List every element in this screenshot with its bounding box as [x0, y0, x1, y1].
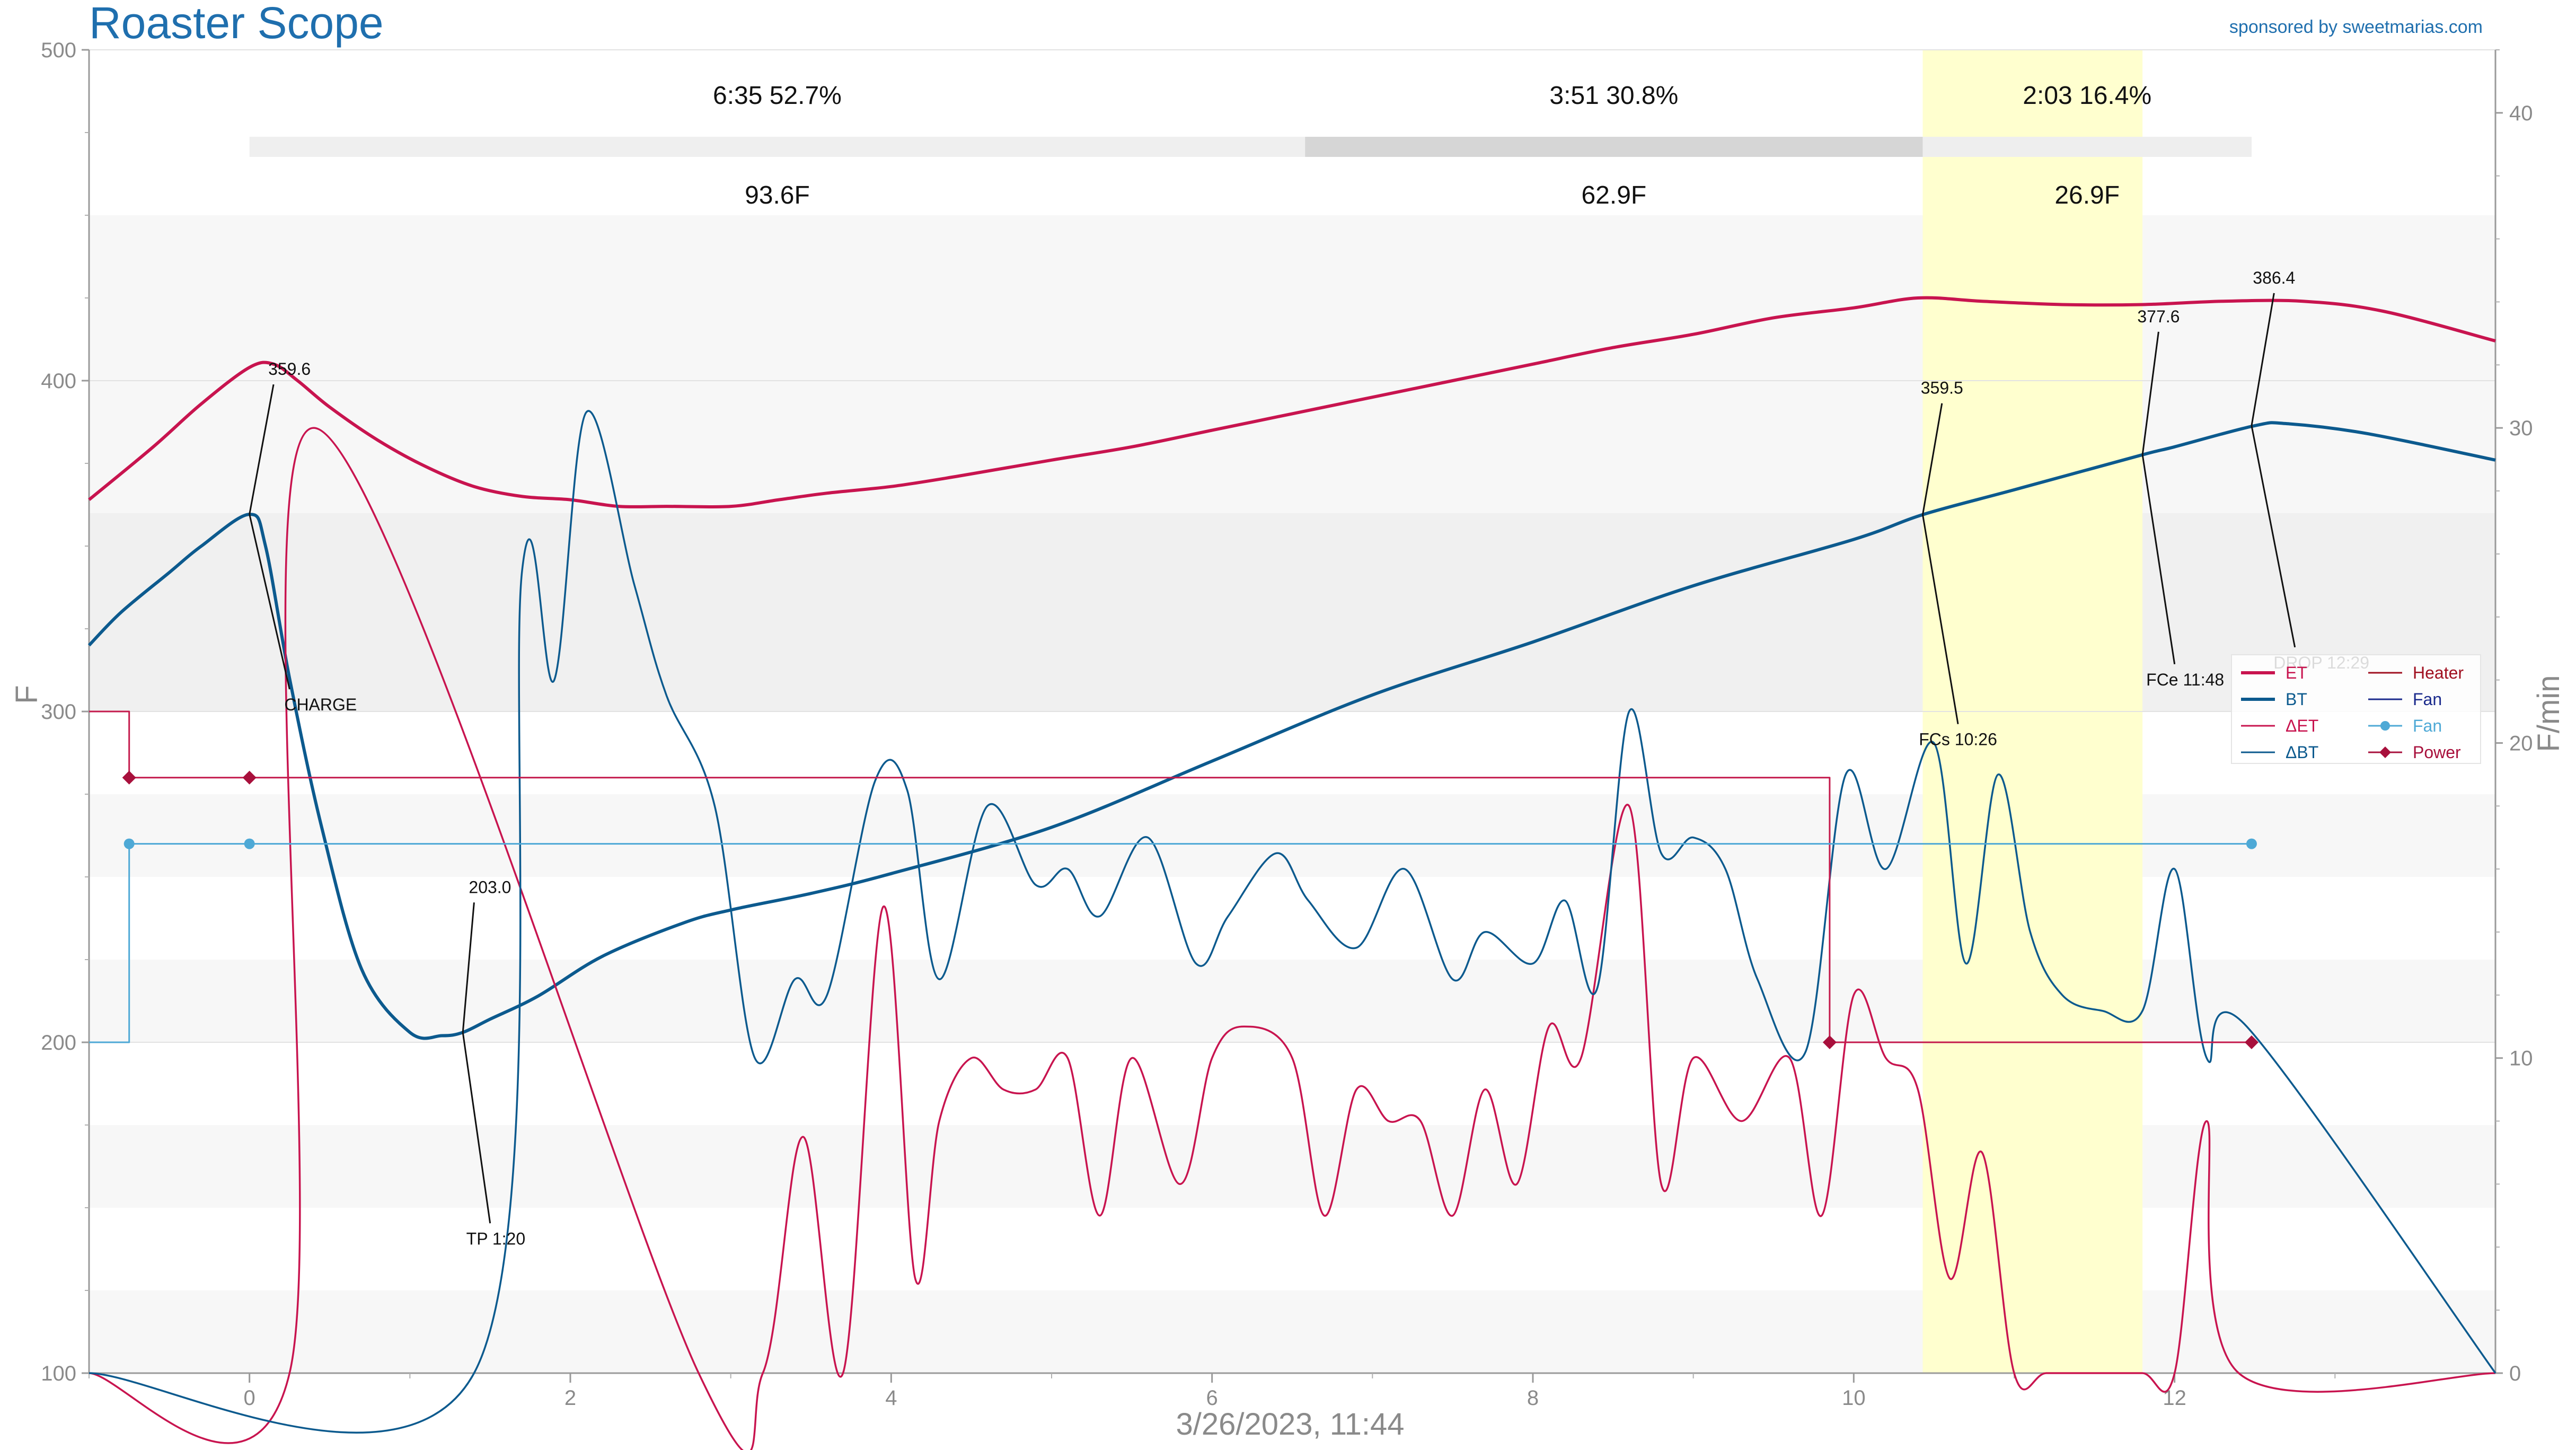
fan-marker [244, 838, 255, 849]
phase-segment [1922, 137, 2252, 157]
fan-line [89, 843, 2252, 1043]
event-leader [2141, 454, 2176, 665]
event-fcs: 359.5 FCs 10:26 [1919, 379, 1997, 749]
bt-line [87, 421, 2496, 1040]
event-tp: 203.0 TP 1:20 [462, 877, 525, 1248]
event-leader [2251, 425, 2296, 648]
x-tick-label: 6 [1206, 1386, 1218, 1410]
event-value: 359.6 [268, 359, 311, 379]
phase-segment [1305, 137, 1923, 157]
et-line [88, 296, 2496, 509]
legend-marker [2380, 721, 2390, 731]
y-tick-label: 100 [41, 1362, 76, 1385]
y-tick-label: 200 [41, 1031, 76, 1054]
legend[interactable]: ET BT ΔET ΔBT Heater Fan Fan Power [2231, 654, 2481, 764]
event-value: 359.5 [1921, 379, 1963, 398]
event-value: 386.4 [2253, 268, 2295, 287]
x-tick-label: 2 [564, 1386, 576, 1410]
legend-item[interactable]: Power [2368, 743, 2461, 762]
series-layer [87, 296, 2496, 1450]
event-leader [249, 514, 290, 690]
delta-bt-line [89, 410, 2496, 1434]
event-fce: 377.6 FCe 11:48 [2137, 307, 2224, 689]
event-value: 377.6 [2137, 307, 2180, 326]
y-tick-label: 500 [41, 39, 76, 62]
y2-tick-label: 40 [2509, 102, 2533, 125]
legend-item[interactable]: Fan [2368, 690, 2442, 709]
fan-markers [123, 838, 2257, 849]
fan-marker [2246, 838, 2257, 849]
power-markers [122, 770, 2259, 1049]
event-leader [2141, 331, 2159, 455]
chart-title: Roaster Scope [89, 0, 384, 48]
event-value: 203.0 [469, 877, 511, 897]
event-label: FCs 10:26 [1919, 730, 1997, 749]
phase-rise-label: 26.9F [2054, 181, 2120, 209]
phase-time-label: 3:51 30.8% [1549, 82, 1678, 110]
y2-tick-label: 10 [2509, 1047, 2533, 1070]
fan-marker [123, 838, 135, 849]
delta-et-line [89, 427, 2496, 1450]
x-tick-label: 4 [885, 1386, 897, 1410]
x-tick-label: 12 [2163, 1386, 2186, 1410]
legend-label: Heater [2413, 663, 2464, 682]
phase-rise-label: 62.9F [1581, 181, 1646, 209]
x-axis-label: 3/26/2023, 11:44 [1176, 1407, 1404, 1442]
event-charge: 359.6 CHARGE [249, 359, 357, 714]
x-tick-label: 0 [244, 1386, 255, 1410]
legend-item[interactable]: ET [2241, 663, 2307, 682]
event-leader [462, 1032, 491, 1224]
y2-tick-label: 0 [2509, 1362, 2521, 1385]
y2-axis-label: F/min [2531, 675, 2566, 752]
legend-label: BT [2286, 690, 2307, 709]
sponsor-link[interactable]: sponsored by sweetmarias.com [2229, 17, 2483, 37]
power-marker [2244, 1035, 2259, 1049]
event-label: FCe 11:48 [2146, 670, 2224, 689]
legend-label: Fan [2413, 690, 2442, 709]
phase-labels: 6:35 52.7% 93.6F 3:51 30.8% 62.9F 2:03 16.4%… [713, 82, 2151, 209]
y2-tick-label: 20 [2509, 732, 2533, 755]
legend-item[interactable]: ΔET [2241, 716, 2318, 735]
power-marker [1822, 1035, 1837, 1049]
phase-segment [249, 137, 1305, 157]
phase-time-label: 2:03 16.4% [2023, 82, 2151, 110]
legend-item[interactable]: Heater [2368, 663, 2464, 682]
heater-line [89, 710, 2252, 1043]
y-tick-label: 400 [41, 370, 76, 393]
event-leader [1922, 403, 1943, 515]
event-label: CHARGE [284, 695, 357, 714]
x-tick-label: 10 [1842, 1386, 1866, 1410]
legend-label: ΔBT [2286, 743, 2318, 762]
power-marker [242, 770, 257, 785]
legend-label: Fan [2413, 716, 2442, 735]
event-leader [1922, 514, 1959, 724]
y2-tick-label: 30 [2509, 417, 2533, 440]
phase-time-label: 6:35 52.7% [713, 82, 842, 110]
legend-item[interactable]: Fan [2368, 716, 2442, 735]
power-marker [122, 770, 136, 785]
legend-label: Power [2413, 743, 2461, 762]
legend-label: ΔET [2286, 716, 2318, 735]
phase-rise-label: 93.6F [745, 181, 810, 209]
legend-item[interactable]: BT [2241, 690, 2307, 709]
legend-label: ET [2286, 663, 2307, 682]
event-leader [462, 902, 475, 1033]
phase-bar [249, 137, 2252, 157]
event-label: TP 1:20 [466, 1229, 525, 1248]
legend-item[interactable]: ΔBT [2241, 743, 2318, 762]
y-tick-label: 300 [41, 700, 76, 724]
event-leader [2251, 293, 2275, 426]
event-leader [249, 384, 275, 515]
legend-marker [2379, 746, 2391, 758]
x-tick-label: 8 [1527, 1386, 1539, 1410]
y-axis-label: F [10, 685, 44, 704]
